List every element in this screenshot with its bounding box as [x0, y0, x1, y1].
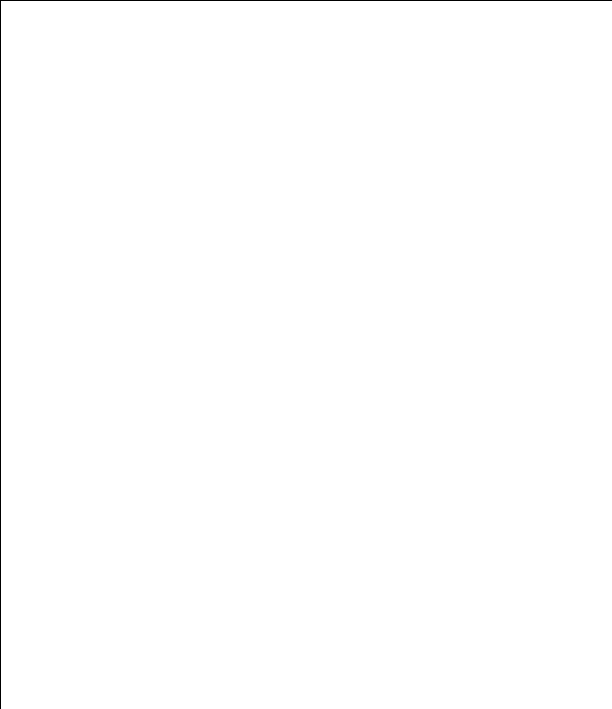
plot-area [1, 1, 612, 709]
plot-canvas [0, 0, 612, 709]
